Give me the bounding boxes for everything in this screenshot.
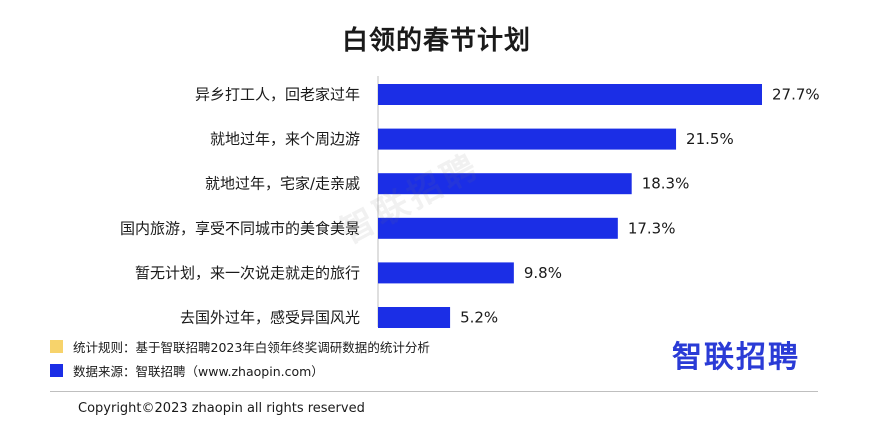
footer-divider: [50, 391, 818, 392]
bar-1: [378, 128, 677, 150]
category-label: 去国外过年，感受异国风光: [180, 309, 360, 327]
note-rule: 统计规则：基于智联招聘2023年白领年终奖调研数据的统计分析: [50, 337, 430, 356]
chart-title: 白领的春节计划: [341, 26, 531, 56]
bar-4: [378, 262, 514, 284]
bar-chart: 异乡打工人，回老家过年就地过年，来个周边游就地过年，宅家/走亲戚国内旅游，享受不…: [120, 76, 820, 328]
note-rule-text: 统计规则：基于智联招聘2023年白领年终奖调研数据的统计分析: [73, 340, 430, 355]
note-rule-swatch: [50, 340, 63, 353]
bar-5: [378, 307, 451, 328]
value-label: 27.7%: [772, 86, 820, 104]
value-label: 18.3%: [642, 175, 690, 193]
value-label: 9.8%: [524, 264, 562, 282]
bar-0: [378, 84, 762, 105]
copyright-text: Copyright©2023 zhaopin all rights reserv…: [78, 401, 365, 416]
value-label: 17.3%: [628, 219, 676, 237]
category-label: 暂无计划，来一次说走就走的旅行: [135, 264, 360, 282]
value-label: 21.5%: [686, 130, 734, 148]
bar-3: [378, 217, 618, 239]
category-label: 就地过年，来个周边游: [210, 130, 360, 148]
note-source-swatch: [50, 364, 63, 377]
bar-2: [378, 173, 632, 195]
note-source: 数据来源：智联招聘（www.zhaopin.com）: [50, 361, 324, 380]
zhaopin-logo: 智联招聘: [672, 340, 800, 375]
category-label: 异乡打工人，回老家过年: [195, 86, 360, 104]
value-label: 5.2%: [460, 309, 498, 327]
category-label: 国内旅游，享受不同城市的美食美景: [120, 219, 360, 237]
category-label: 就地过年，宅家/走亲戚: [205, 175, 360, 193]
note-source-text: 数据来源：智联招聘（www.zhaopin.com）: [73, 364, 324, 379]
